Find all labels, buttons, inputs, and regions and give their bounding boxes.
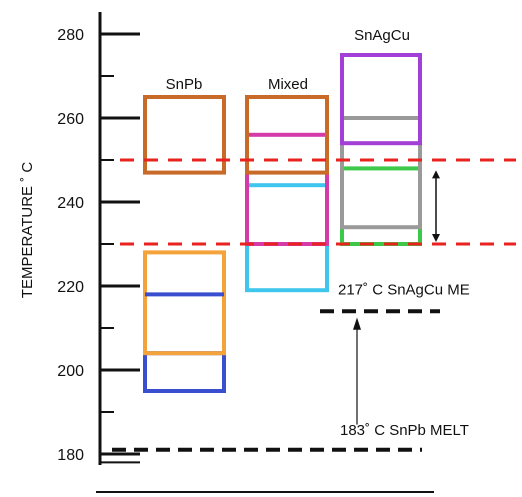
range-box <box>340 53 422 146</box>
pointer-arrow-head <box>353 317 361 330</box>
melt-label-snpb: 183˚ C SnPb MELT <box>340 422 469 439</box>
tick-label: 200 <box>57 363 84 380</box>
range-box <box>143 351 226 394</box>
range-arrow-head-down <box>432 234 440 242</box>
reference-lines <box>112 158 516 452</box>
range-box <box>340 116 422 230</box>
range-arrow-head-up <box>432 170 440 179</box>
range-box <box>143 95 226 175</box>
category-label: Mixed <box>268 76 308 93</box>
tick-label: 280 <box>57 27 84 44</box>
category-label: SnAgCu <box>354 27 410 44</box>
melt-label-snagcu: 217˚ C SnAgCu ME <box>338 281 470 298</box>
y-axis: 180 200 220 240 260 280 TEMPERATURE ˚ C <box>19 12 434 493</box>
tick-label: 220 <box>57 279 84 296</box>
boxes <box>143 53 422 394</box>
y-axis-title: TEMPERATURE ˚ C <box>19 162 36 299</box>
range-box <box>245 132 329 246</box>
range-box <box>143 250 226 356</box>
labels: SnPb Mixed SnAgCu 217˚ C SnAgCu ME 183˚ C Sn… <box>166 27 470 439</box>
range-box <box>245 183 329 293</box>
tick-label: 260 <box>57 111 84 128</box>
category-label: SnPb <box>166 76 203 93</box>
range-box <box>245 95 329 175</box>
range-box <box>340 166 422 246</box>
tick-label: 180 <box>57 447 84 464</box>
tick-label: 240 <box>57 195 84 212</box>
